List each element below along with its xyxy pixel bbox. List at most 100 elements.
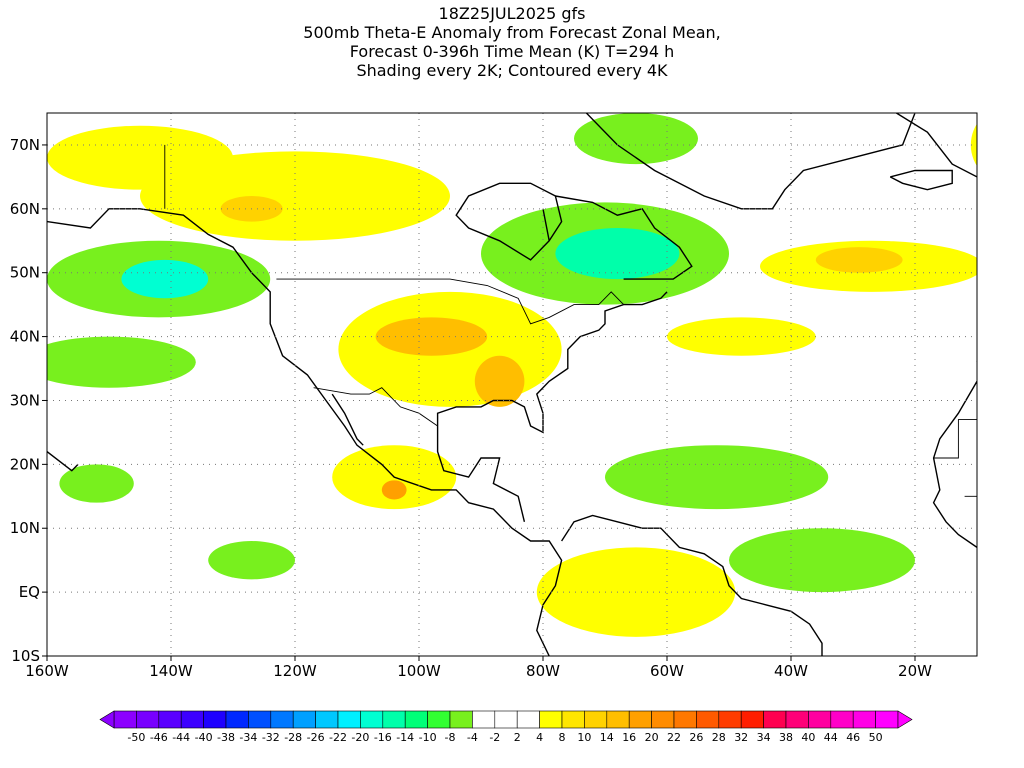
colorbar-swatch-14 xyxy=(427,710,451,729)
colorbar-label-7: -28 xyxy=(284,731,302,744)
anomaly-patch-negative-18 xyxy=(605,445,829,510)
colorbar-swatch-15 xyxy=(449,710,473,729)
colorbar-swatch-25 xyxy=(673,710,697,729)
colorbar-swatch-6 xyxy=(248,710,272,729)
colorbar-swatch-2 xyxy=(158,710,182,729)
x-tick-label-0: 160W xyxy=(25,662,69,680)
map-title: 18Z25JUL2025 gfs 500mb Theta-E Anomaly f… xyxy=(0,4,1024,80)
x-tick-label-1: 140W xyxy=(149,662,193,680)
colorbar-label-2: -44 xyxy=(172,731,190,744)
colorbar-label-15: -4 xyxy=(467,731,478,744)
colorbar-label-10: -20 xyxy=(351,731,369,744)
colorbar-swatch-10 xyxy=(337,710,361,729)
anomaly-patch-positive-7 xyxy=(381,480,407,500)
coastline-0 xyxy=(47,208,563,656)
colorbar-label-1: -46 xyxy=(150,731,168,744)
colorbar-label-19: 8 xyxy=(559,731,566,744)
colorbar-label-11: -16 xyxy=(374,731,392,744)
colorbar-swatch-34 xyxy=(875,710,899,729)
y-tick-label-5: 20N xyxy=(10,455,40,473)
colorbar-swatch-26 xyxy=(696,710,720,729)
y-tick-label-0: 70N xyxy=(10,136,40,154)
colorbar-swatch-27 xyxy=(718,710,742,729)
colorbar-label-25: 26 xyxy=(689,731,703,744)
anomaly-patch-positive-12 xyxy=(667,317,816,356)
colorbar-swatch-12 xyxy=(382,710,406,729)
colorbar-swatch-7 xyxy=(270,710,294,729)
colorbar-swatch-1 xyxy=(136,710,160,729)
coastline-8 xyxy=(1008,222,1024,273)
colorbar-label-17: 2 xyxy=(514,731,521,744)
x-tick-label-2: 120W xyxy=(273,662,317,680)
colorbar-swatch-9 xyxy=(315,710,339,729)
colorbar-swatch-0 xyxy=(113,710,137,729)
anomaly-shading-layer xyxy=(47,113,977,637)
colorbar-swatch-23 xyxy=(628,710,652,729)
x-tick-label-6: 40W xyxy=(774,662,808,680)
colorbar-label-26: 28 xyxy=(712,731,726,744)
colorbar-low-arrow xyxy=(99,710,115,729)
coastline-9 xyxy=(976,258,977,260)
colorbar-label-21: 14 xyxy=(600,731,614,744)
colorbar-label-31: 44 xyxy=(824,731,838,744)
colorbar-swatch-18 xyxy=(516,710,540,729)
grid-layer xyxy=(47,113,977,656)
colorbar: -50 -46 -44 -40 -38 -34 -32 -28 -26 -22 -20 -16 -14-… xyxy=(99,710,913,744)
colorbar-label-23: 20 xyxy=(645,731,659,744)
colorbar-label-13: -10 xyxy=(419,731,437,744)
colorbar-label-32: 46 xyxy=(846,731,860,744)
colorbar-label-18: 4 xyxy=(536,731,543,744)
colorbar-label-5: -34 xyxy=(239,731,257,744)
colorbar-swatch-31 xyxy=(808,710,832,729)
colorbar-label-14: -8 xyxy=(445,731,456,744)
colorbar-label-20: 10 xyxy=(577,731,591,744)
colorbar-label-16: -2 xyxy=(489,731,500,744)
coastline-10 xyxy=(976,359,977,363)
colorbar-swatch-29 xyxy=(763,710,787,729)
colorbar-high-arrow xyxy=(897,710,913,729)
title-line-1: 18Z25JUL2025 gfs xyxy=(438,4,586,23)
x-tick-label-3: 100W xyxy=(397,662,441,680)
colorbar-label-22: 16 xyxy=(622,731,636,744)
coastline-4 xyxy=(561,514,823,656)
y-tick-label-1: 60N xyxy=(10,200,40,218)
coastline-3 xyxy=(436,426,526,522)
plot-frame xyxy=(46,112,978,657)
colorbar-label-0: -50 xyxy=(127,731,145,744)
border-line-1 xyxy=(276,278,624,325)
colorbar-label-4: -38 xyxy=(217,731,235,744)
coastline-7 xyxy=(585,113,916,210)
anomaly-patch-negative-17 xyxy=(47,336,196,388)
colorbar-label-30: 40 xyxy=(801,731,815,744)
colorbar-swatch-22 xyxy=(606,710,630,729)
anomaly-patch-positive-9 xyxy=(815,247,903,273)
colorbar-label-28: 34 xyxy=(757,731,771,744)
colorbar-swatch-21 xyxy=(584,710,608,729)
coastline-2 xyxy=(436,291,668,434)
colorbar-swatch-3 xyxy=(180,710,204,729)
axis-ticks: 160W140W120W100W80W60W40W20W070N60N50N40… xyxy=(10,136,932,680)
anomaly-patch-negative-22 xyxy=(59,464,134,503)
y-tick-label-7: EQ xyxy=(19,583,40,601)
anomaly-patch-negative-16 xyxy=(121,259,209,299)
anomaly-patch-positive-1 xyxy=(140,151,450,241)
anomaly-patch-negative-20 xyxy=(574,113,698,165)
colorbar-swatch-5 xyxy=(225,710,249,729)
colorbar-swatch-24 xyxy=(651,710,675,729)
colorbar-swatch-17 xyxy=(494,710,518,729)
y-tick-label-4: 30N xyxy=(10,391,40,409)
colorbar-swatch-33 xyxy=(852,710,876,729)
colorbar-swatch-8 xyxy=(292,710,316,729)
border-line-4 xyxy=(964,495,977,497)
colorbar-swatch-20 xyxy=(561,710,585,729)
coastline-5 xyxy=(455,182,563,261)
x-tick-label-4: 80W xyxy=(526,662,560,680)
anomaly-patch-negative-21 xyxy=(208,541,295,580)
coastline-12 xyxy=(896,113,977,178)
x-tick-label-7: 20W xyxy=(898,662,932,680)
title-line-3: Forecast 0-396h Time Mean (K) T=294 h xyxy=(349,42,675,61)
colorbar-swatch-19 xyxy=(539,710,563,729)
colorbar-swatch-28 xyxy=(740,710,764,729)
colorbar-label-24: 22 xyxy=(667,731,681,744)
